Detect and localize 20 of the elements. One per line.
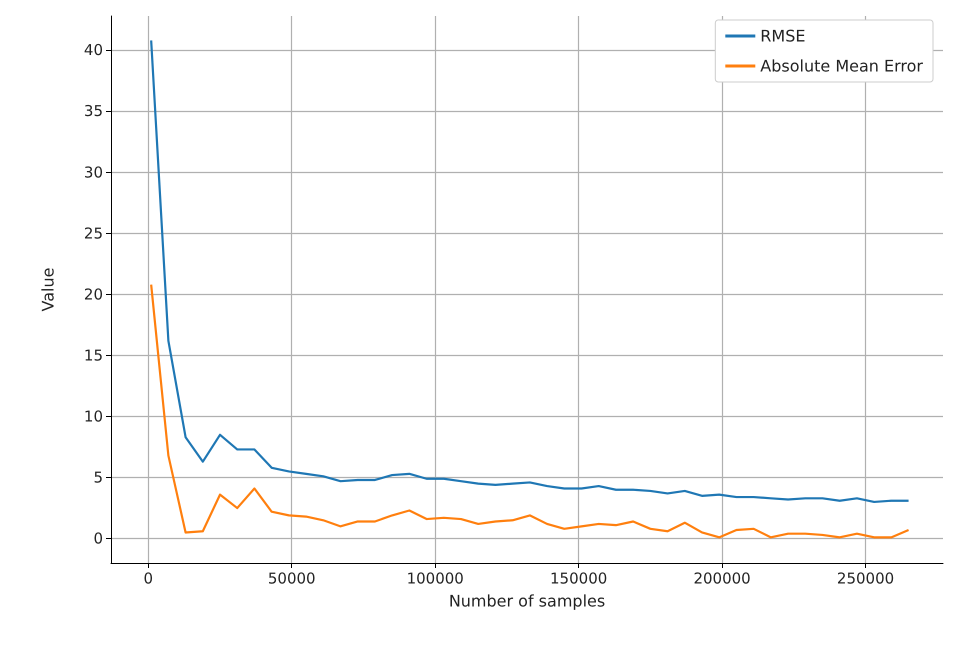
x-tick-label: 50000: [268, 570, 316, 588]
x-tick-label: 200000: [693, 570, 751, 588]
y-tick-label: 0: [93, 530, 103, 548]
x-axis-title: Number of samples: [448, 592, 606, 610]
y-tick-label: 5: [93, 468, 103, 487]
legend-label: RMSE: [760, 26, 806, 46]
y-tick-label: 15: [84, 346, 103, 364]
y-tick-label: 10: [84, 407, 103, 426]
x-tick-label: 150000: [550, 570, 608, 588]
x-tick-label: 250000: [836, 570, 894, 588]
y-tick-label: 40: [84, 41, 103, 60]
x-tick-label: 100000: [406, 570, 464, 588]
y-tick-label: 30: [84, 163, 103, 182]
legend-label: Absolute Mean Error: [760, 56, 924, 76]
y-tick-label: 35: [84, 102, 103, 120]
y-axis-title: Value: [38, 268, 58, 312]
y-tick-label: 20: [84, 285, 103, 304]
y-tick-label: 25: [84, 224, 103, 242]
x-tick-label: 0: [144, 570, 154, 588]
line-series: [150, 284, 910, 538]
